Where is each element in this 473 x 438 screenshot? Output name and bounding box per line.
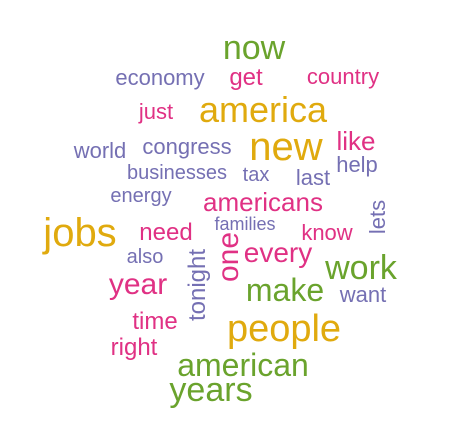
word-americans: americans <box>203 187 323 217</box>
word-now: now <box>222 29 286 67</box>
word-also: also <box>126 246 164 268</box>
word-year: year <box>108 268 168 301</box>
word-lets: lets <box>365 199 390 235</box>
word-just: just <box>138 99 174 124</box>
word-get: get <box>229 64 263 91</box>
word-help: help <box>336 152 378 177</box>
word-want: want <box>339 282 387 307</box>
word-years: years <box>169 371 253 409</box>
word-know: know <box>301 220 353 245</box>
word-one: one <box>212 231 245 283</box>
word-work: work <box>325 249 397 287</box>
word-tax: tax <box>242 164 270 186</box>
word-america: america <box>198 89 328 130</box>
word-jobs: jobs <box>43 211 117 255</box>
word-people: people <box>226 308 342 350</box>
word-like: like <box>336 126 376 156</box>
word-new: new <box>249 125 323 169</box>
word-right: right <box>110 334 158 361</box>
word-tonight: tonight <box>184 248 211 322</box>
word-congress: congress <box>142 134 232 159</box>
word-families: families <box>214 214 276 234</box>
word-american: american <box>177 347 309 383</box>
word-every: every <box>243 237 313 268</box>
word-businesses: businesses <box>126 162 228 184</box>
word-country: country <box>306 64 380 89</box>
word-world: world <box>73 138 127 163</box>
word-economy: economy <box>115 65 205 90</box>
word-last: last <box>295 165 331 190</box>
word-time: time <box>132 308 178 335</box>
word-energy: energy <box>110 185 172 207</box>
word-make: make <box>245 272 325 308</box>
word-need: need <box>139 219 193 246</box>
